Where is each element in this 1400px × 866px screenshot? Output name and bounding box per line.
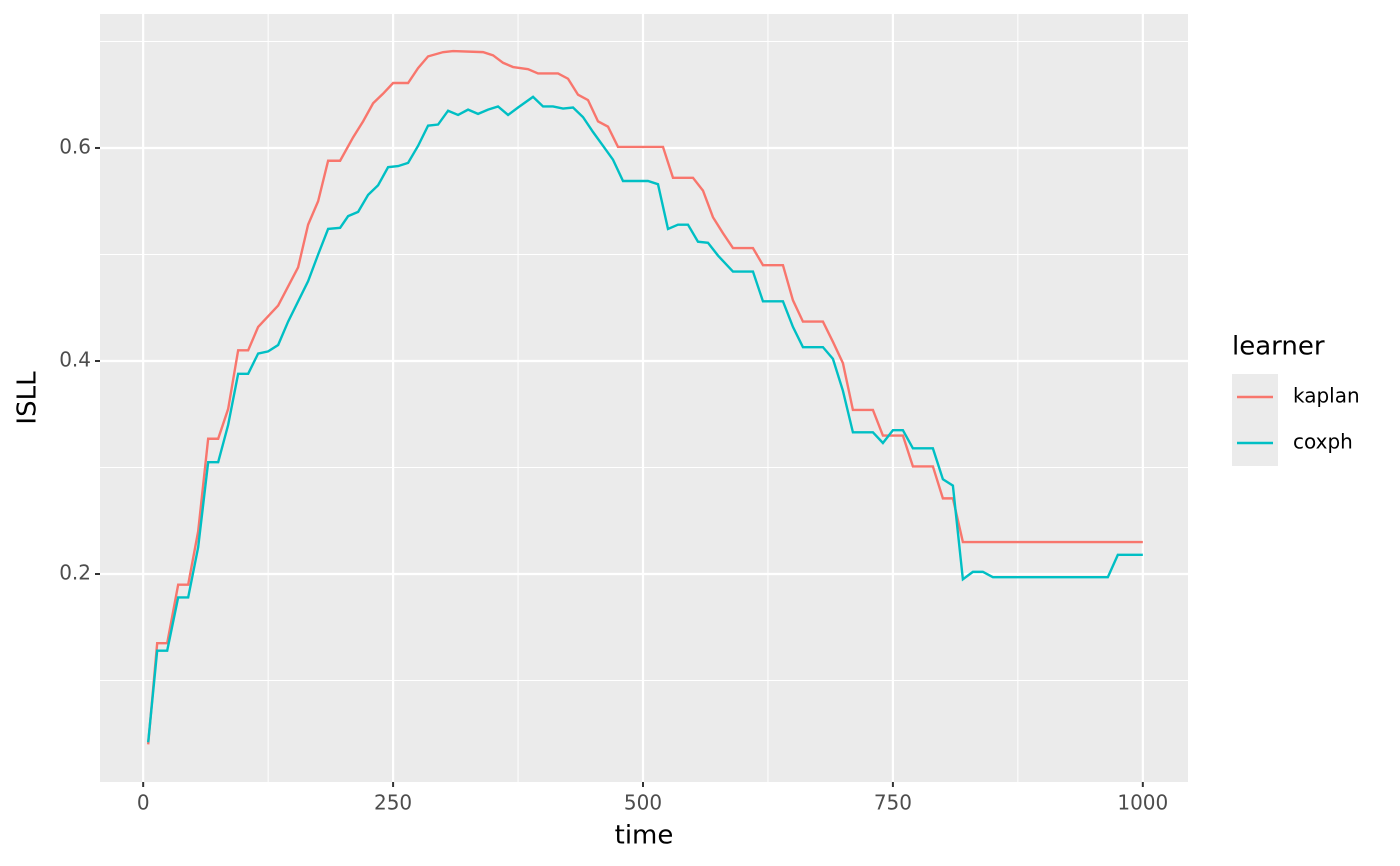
x-tick-label: 0 <box>137 791 150 815</box>
legend: kaplan coxph <box>1232 374 1360 466</box>
legend-title: learner <box>1232 332 1325 362</box>
x-tick-label: 750 <box>874 791 912 815</box>
legend-label: kaplan <box>1293 384 1360 408</box>
series-line <box>146 49 1143 745</box>
y-tick-label: 0.6 <box>59 134 91 158</box>
x-tick-label: 500 <box>624 791 662 815</box>
x-axis-title: time <box>615 821 674 851</box>
series-line <box>146 95 1143 743</box>
y-tick-label: 0.4 <box>59 347 91 371</box>
x-tick-label: 1000 <box>1117 791 1168 815</box>
y-axis-title: ISLL <box>13 371 43 425</box>
legend-label: coxph <box>1293 430 1353 454</box>
lines <box>146 49 1143 745</box>
y-tick-label: 0.2 <box>59 560 91 584</box>
x-tick-label: 250 <box>374 791 412 815</box>
